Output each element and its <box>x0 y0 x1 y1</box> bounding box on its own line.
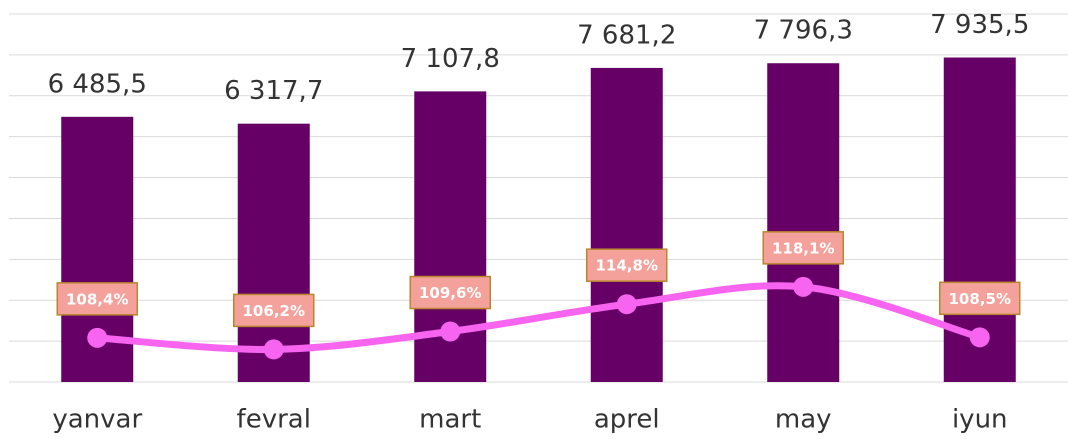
point-label: 106,2% <box>243 302 305 320</box>
point <box>263 339 284 360</box>
point <box>616 294 637 315</box>
x-tick-label: iyun <box>952 405 1008 435</box>
label-box <box>762 231 844 265</box>
point <box>793 276 814 297</box>
value-label: 6 317,7 <box>224 76 323 106</box>
value-label: 7 935,5 <box>930 10 1029 40</box>
point-label: 118,1% <box>772 239 834 257</box>
label-box <box>939 281 1021 316</box>
value-label: 7 107,8 <box>401 44 500 74</box>
bar <box>590 67 663 383</box>
x-tick-label: aprel <box>594 405 660 435</box>
point-label: 114,8% <box>596 257 658 275</box>
point <box>87 327 108 348</box>
label-box <box>409 275 491 310</box>
x-tick-label: yanvar <box>52 405 142 435</box>
x-tick-label: may <box>775 405 832 435</box>
line <box>97 282 981 353</box>
bar <box>237 123 310 382</box>
label-box <box>233 293 315 328</box>
point-label: 109,6% <box>419 284 481 302</box>
point <box>969 327 990 348</box>
value-label: 7 796,3 <box>754 16 853 46</box>
bar <box>767 63 840 382</box>
label-box <box>586 248 668 282</box>
x-tick-label: fevral <box>237 405 311 435</box>
x-tick-label: mart <box>419 405 481 435</box>
label-box <box>56 282 138 316</box>
point-label: 108,4% <box>66 290 128 308</box>
point-label: 108,5% <box>949 290 1011 308</box>
point <box>440 321 461 342</box>
value-label: 7 681,2 <box>577 20 676 50</box>
value-label: 6 485,5 <box>48 69 147 99</box>
